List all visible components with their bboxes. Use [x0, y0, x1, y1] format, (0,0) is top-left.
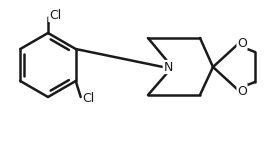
Text: Cl: Cl: [49, 8, 61, 21]
Text: N: N: [163, 60, 173, 73]
Text: O: O: [237, 84, 247, 97]
Text: Cl: Cl: [83, 92, 95, 105]
Text: O: O: [237, 36, 247, 49]
Text: Cl: Cl: [49, 8, 61, 21]
Text: Cl: Cl: [83, 92, 95, 105]
Text: O: O: [237, 36, 247, 49]
Text: N: N: [163, 60, 173, 73]
Text: O: O: [237, 84, 247, 97]
